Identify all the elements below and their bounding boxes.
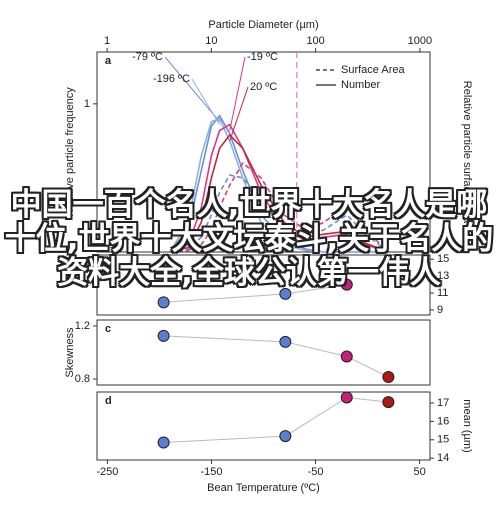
data-point: [340, 278, 353, 291]
panel-label: c: [105, 323, 111, 335]
panel-frame: [96, 391, 431, 461]
data-point: [157, 296, 170, 309]
y-axis-label: mean (µm): [461, 399, 473, 452]
x-tick-label: 1000: [408, 35, 432, 47]
y-tick-label: 17: [437, 397, 449, 409]
y-tick-label: 11: [437, 287, 448, 299]
y-axis-label: Relative particle frequency: [64, 87, 76, 217]
y-axis-label: Skewness: [64, 327, 76, 378]
label-leader: [164, 56, 221, 123]
x-tick-label: 1: [104, 35, 110, 47]
y-tick-label: 1.2: [75, 320, 90, 332]
series-label: -19 ºC: [247, 51, 278, 63]
series-line: [169, 161, 390, 253]
trend-line: [163, 335, 389, 378]
label-leader: [229, 56, 246, 131]
panel-label: a: [105, 55, 112, 67]
legend-label: Number: [341, 79, 380, 91]
series-label: -79 ºC: [132, 51, 163, 63]
x-tick-label: 50: [413, 466, 425, 478]
x-tick-label: -250: [96, 466, 118, 478]
data-point: [279, 287, 292, 300]
x-tick-label: -150: [200, 466, 222, 478]
y-tick-label: 15: [437, 434, 449, 446]
panel-frame: [96, 319, 431, 386]
legend-label: Surface Area: [341, 64, 405, 76]
x-tick-label: 100: [306, 35, 324, 47]
y2-axis-label: Relative particle surface area: [461, 81, 473, 224]
overlay-text: 中国一百个名人,世界十大名人是哪十位,世界十大文坛泰斗,关于名人的资料大全,全球…: [4, 187, 494, 291]
y-tick-label: 1: [84, 98, 90, 110]
x-tick-label: -50: [308, 466, 324, 478]
panel-label: d: [105, 395, 112, 407]
x-axis-label: Bean Temperature (ºC): [207, 482, 320, 494]
data-point: [157, 329, 170, 342]
x-tick-label: 10: [205, 35, 217, 47]
data-point: [382, 371, 395, 384]
label-leader: [191, 78, 221, 125]
series-label: -196 ºC: [153, 73, 190, 85]
y-tick-label: 15: [437, 253, 449, 265]
data-point: [157, 436, 170, 449]
panel-label: b: [105, 258, 112, 270]
data-point: [279, 335, 292, 348]
panel-frame: [96, 254, 431, 316]
x-axis-label: Particle Diameter (µm): [208, 19, 318, 31]
y-tick-label: 0.8: [75, 373, 90, 385]
y-tick-label: 16: [437, 415, 449, 427]
series-line: [169, 117, 389, 253]
series-line: [169, 133, 389, 253]
data-point: [340, 391, 353, 404]
series-line: [169, 174, 389, 253]
panel-frame: [96, 51, 431, 253]
trend-line: [163, 396, 389, 443]
y-tick-label: 9: [437, 304, 443, 316]
data-point: [382, 396, 395, 409]
y-tick-label: 13: [437, 270, 449, 282]
series-label: 20 ºC: [250, 81, 277, 93]
data-point: [279, 430, 292, 443]
label-leader: [229, 86, 249, 142]
y-tick-label: 14: [437, 452, 449, 464]
data-point: [340, 350, 353, 363]
